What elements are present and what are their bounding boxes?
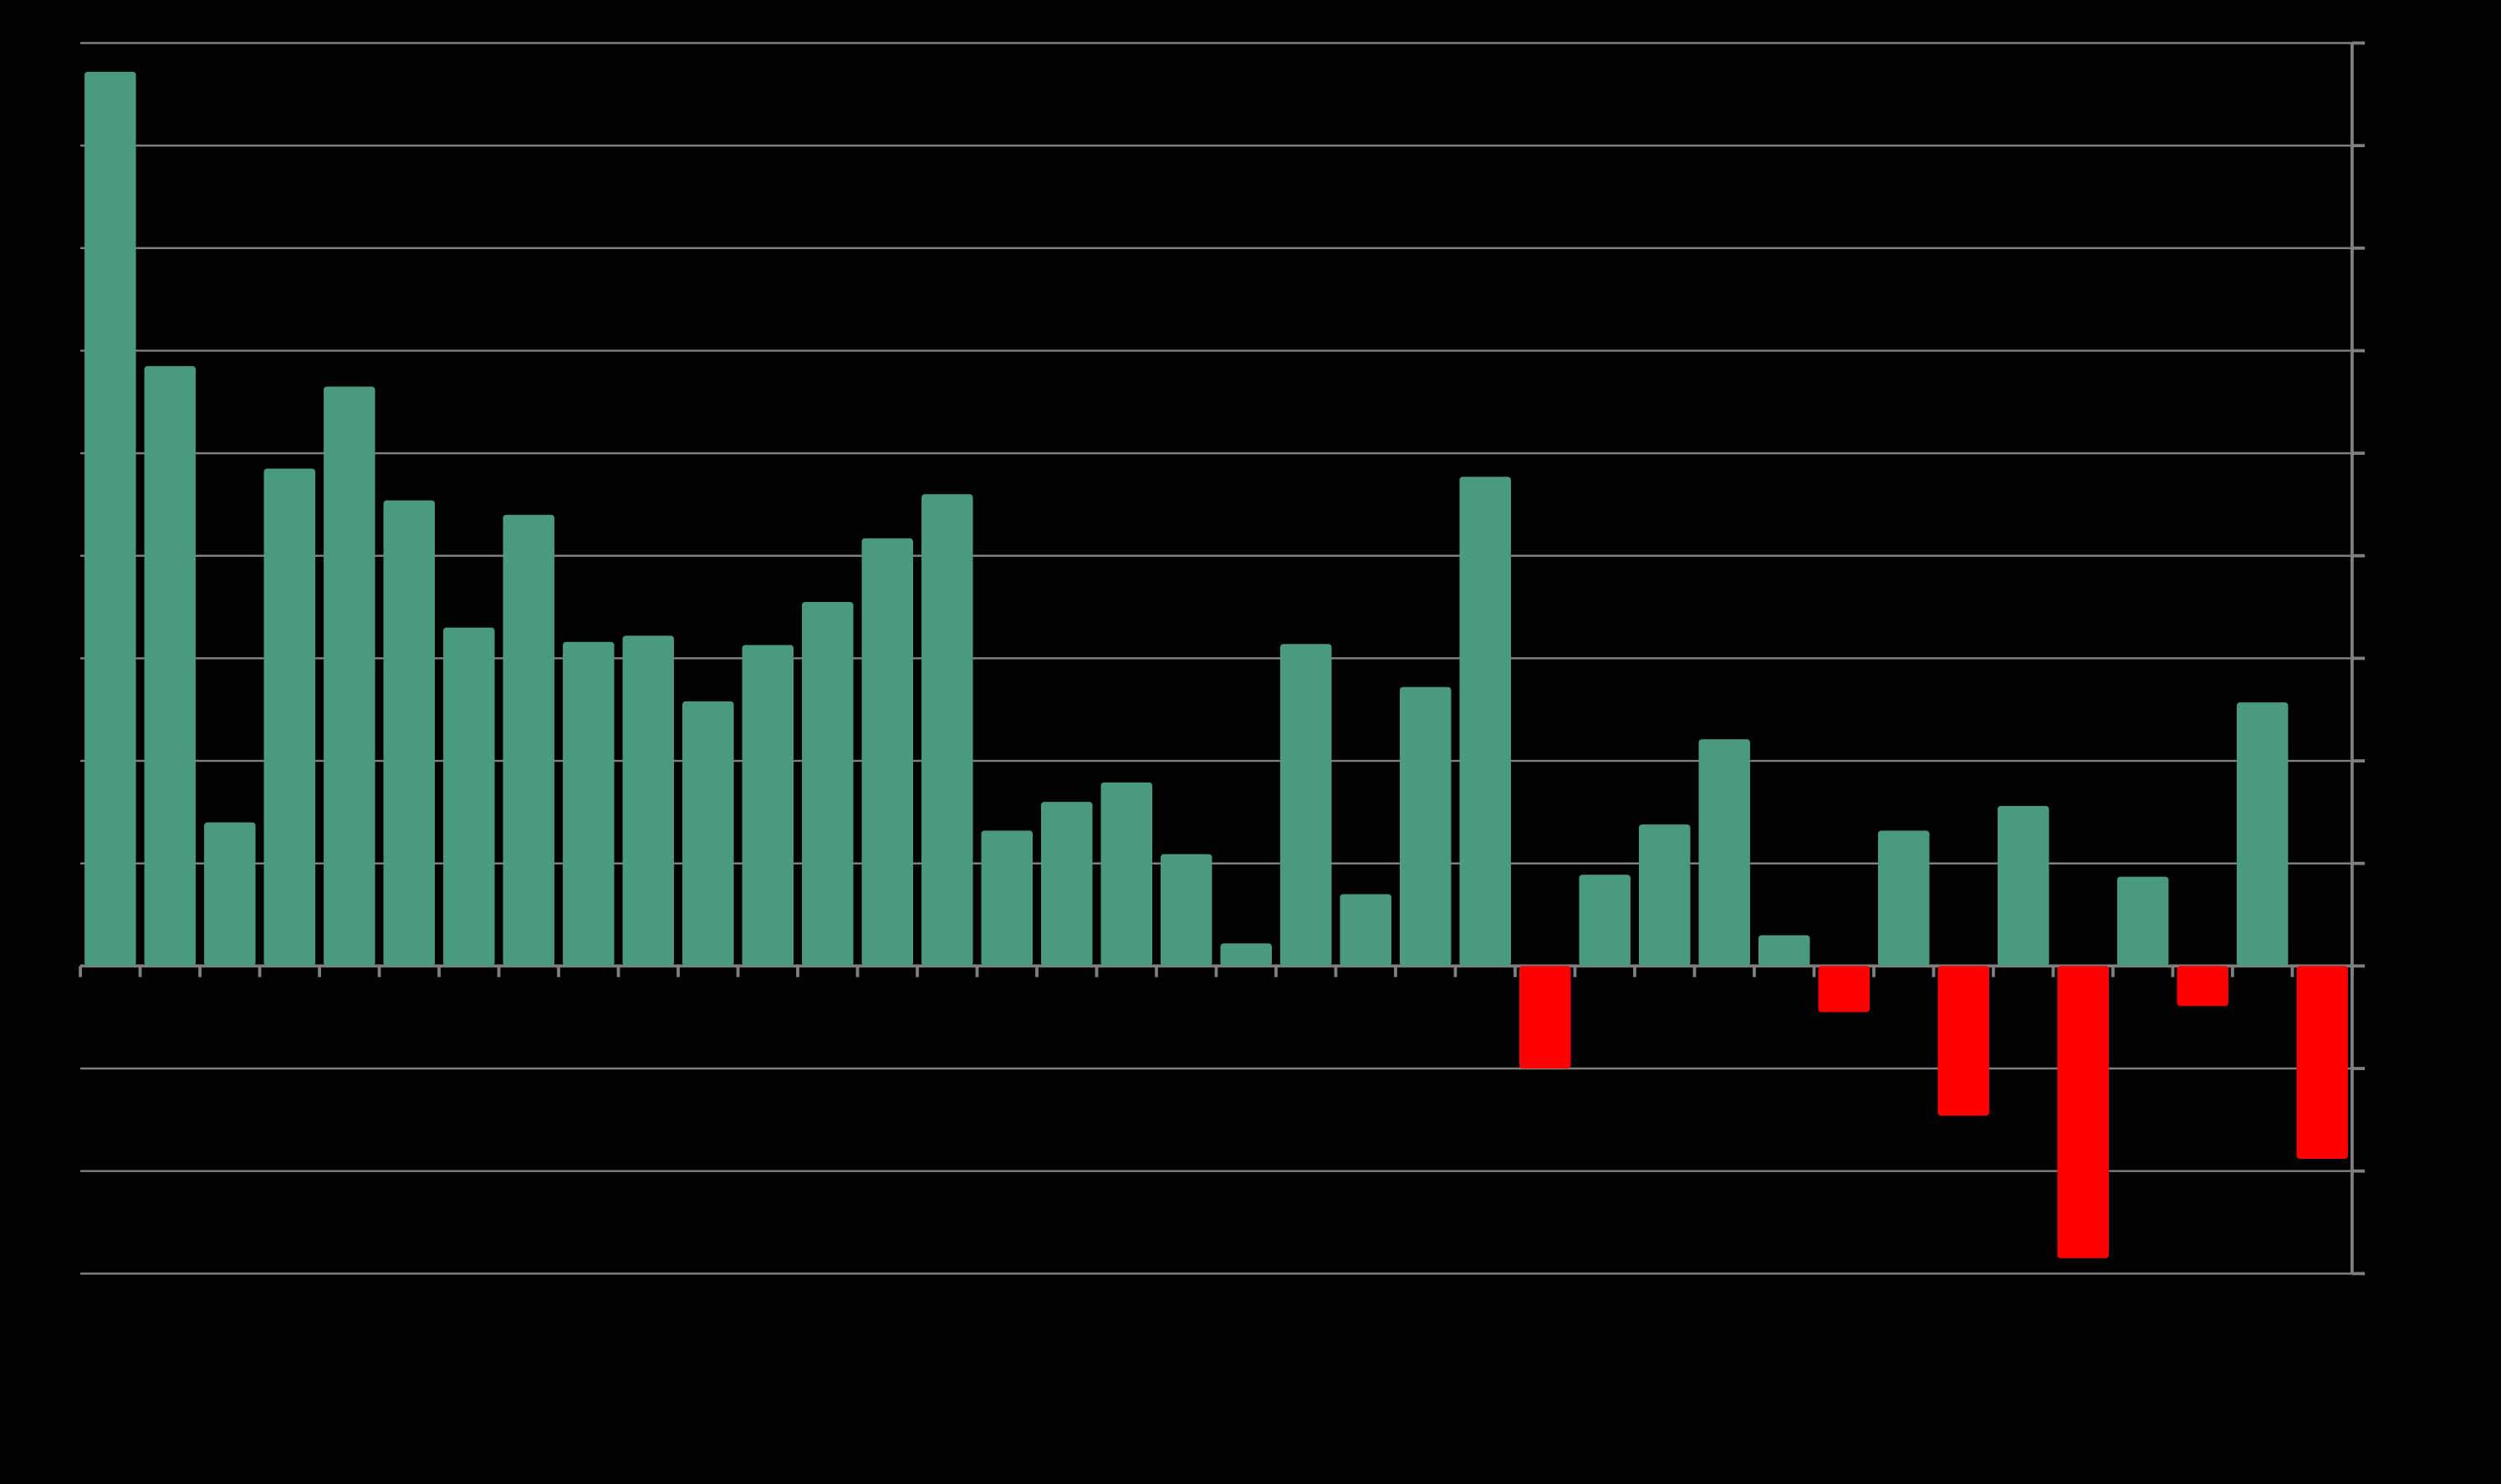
bar xyxy=(1220,943,1273,966)
bar xyxy=(2057,966,2109,1258)
bar xyxy=(921,494,973,966)
bar xyxy=(981,830,1034,966)
bar xyxy=(1877,830,1930,966)
bar xyxy=(1459,477,1511,966)
bar xyxy=(1161,854,1212,966)
bar xyxy=(503,514,555,966)
bar xyxy=(1518,966,1571,1069)
bar xyxy=(443,627,495,966)
bar xyxy=(1997,806,2049,966)
bar xyxy=(622,635,675,966)
bar xyxy=(1100,782,1153,966)
bar xyxy=(263,468,316,966)
bar xyxy=(1280,644,1332,966)
bar xyxy=(324,386,375,966)
bar xyxy=(1579,875,1631,966)
bar xyxy=(84,71,136,966)
bar xyxy=(1758,935,1810,966)
bar xyxy=(1698,739,1750,966)
bar xyxy=(2177,966,2228,1007)
bar xyxy=(802,601,854,966)
bar xyxy=(742,645,794,966)
bar xyxy=(2116,876,2169,966)
bar xyxy=(563,641,615,966)
bar xyxy=(1400,686,1452,966)
bar xyxy=(1041,802,1093,966)
bar xyxy=(1818,966,1870,1012)
bar xyxy=(1340,894,1391,966)
bar xyxy=(1937,966,1989,1116)
bar xyxy=(682,701,734,966)
bar xyxy=(2236,702,2289,966)
bar xyxy=(383,500,436,966)
bar xyxy=(861,538,914,966)
bar xyxy=(2296,966,2348,1159)
bar xyxy=(1638,824,1691,966)
bar xyxy=(204,822,256,966)
bar xyxy=(144,365,197,966)
